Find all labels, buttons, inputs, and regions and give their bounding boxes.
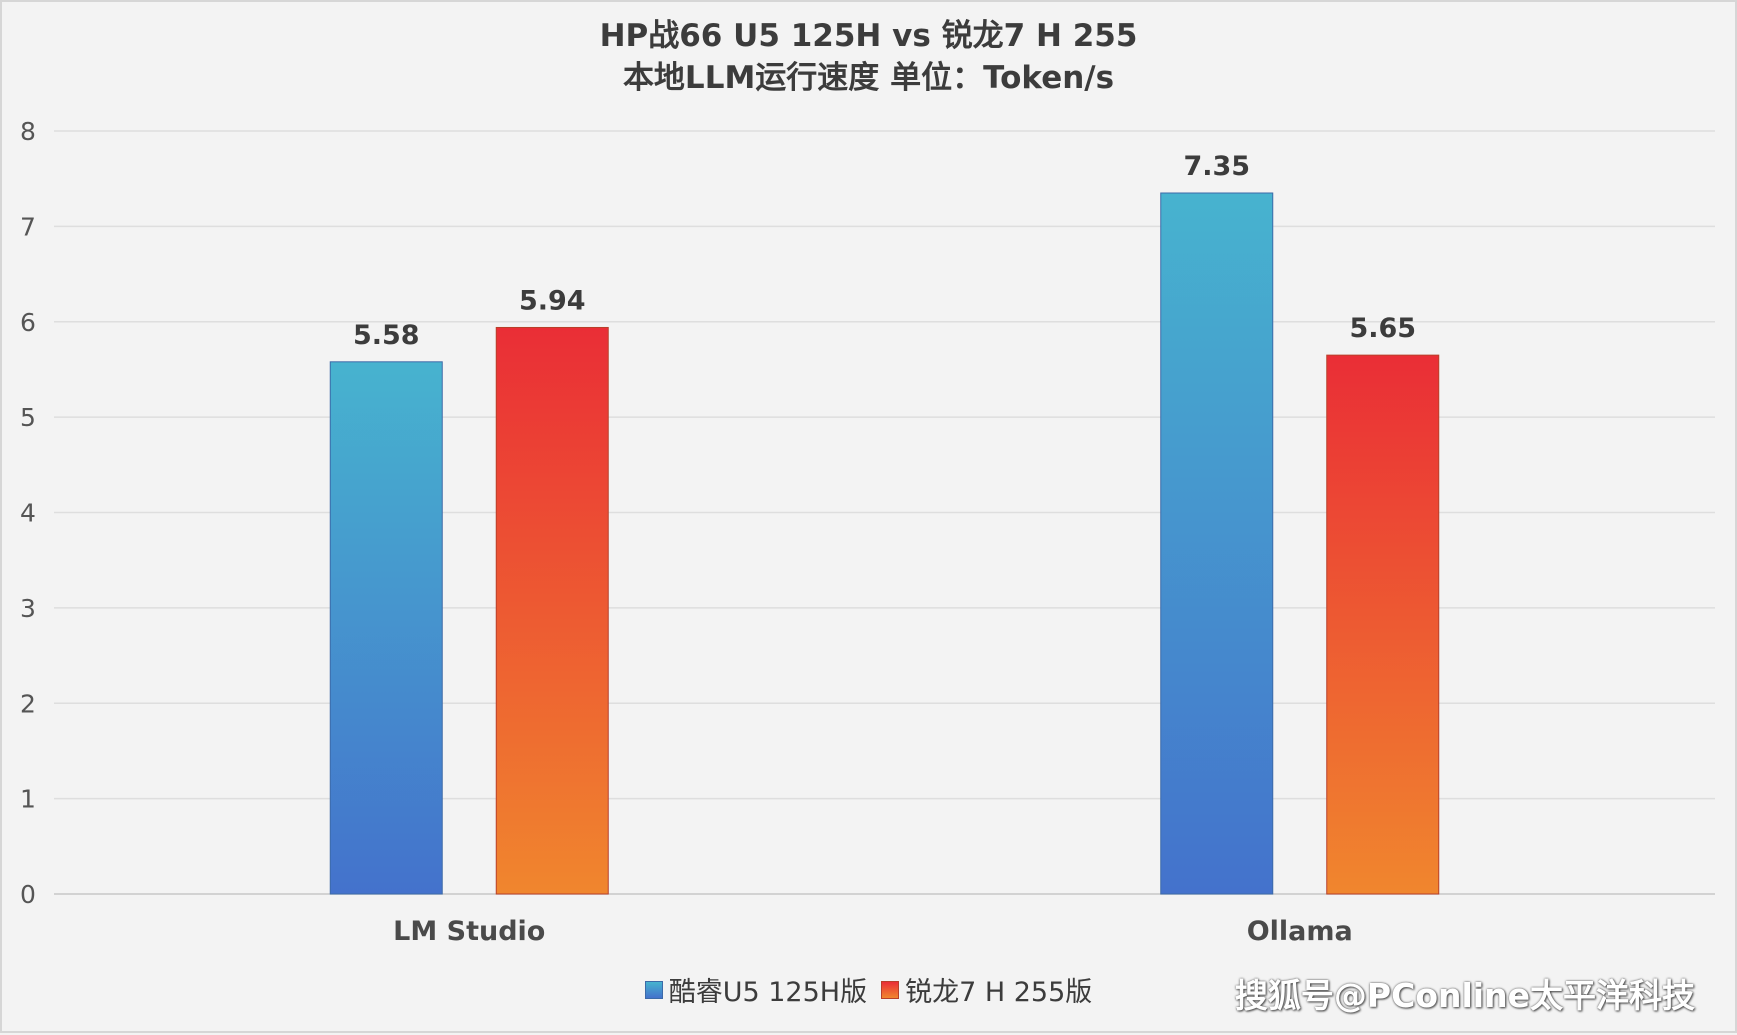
x-tick-label: Ollama [1247, 916, 1353, 947]
y-tick-label: 6 [20, 308, 36, 337]
bar-lm-studio-series-1 [329, 361, 443, 895]
bar-lm-studio-series-2 [495, 326, 609, 895]
y-tick-label: 2 [20, 689, 36, 718]
legend-swatch-series-2 [881, 980, 900, 999]
chart-subtitle: 本地LLM运行速度 单位：Token/s [622, 60, 1115, 96]
y-tick-label: 0 [20, 880, 36, 909]
x-tick-label: LM Studio [393, 916, 545, 947]
bar-ollama-series-2 [1326, 354, 1440, 895]
legend: 酷睿U5 125H版 锐龙7 H 255版 [2, 970, 1735, 1009]
data-label: 7.35 [1183, 151, 1250, 182]
watermark: 搜狐号@PConline太平洋科技 [1234, 976, 1695, 1015]
chart-title: HP战66 U5 125H vs 锐龙7 H 255 [599, 18, 1138, 54]
legend-item-series-2: 锐龙7 H 255版 [881, 970, 1092, 1009]
y-tick-label: 7 [20, 212, 36, 241]
legend-swatch-series-1 [644, 980, 663, 999]
data-label: 5.94 [519, 285, 586, 316]
data-label: 5.65 [1349, 313, 1416, 344]
y-tick-label: 1 [20, 785, 36, 814]
y-tick-label: 5 [20, 403, 36, 432]
y-tick-label: 8 [20, 117, 36, 146]
legend-label-series-2: 锐龙7 H 255版 [905, 977, 1093, 1008]
y-tick-label: 3 [20, 594, 36, 623]
y-tick-label: 4 [20, 499, 36, 528]
legend-item-series-1: 酷睿U5 125H版 [644, 970, 868, 1009]
legend-label-series-1: 酷睿U5 125H版 [668, 977, 868, 1008]
data-label: 5.58 [353, 320, 420, 351]
bar-ollama-series-1 [1160, 192, 1274, 895]
